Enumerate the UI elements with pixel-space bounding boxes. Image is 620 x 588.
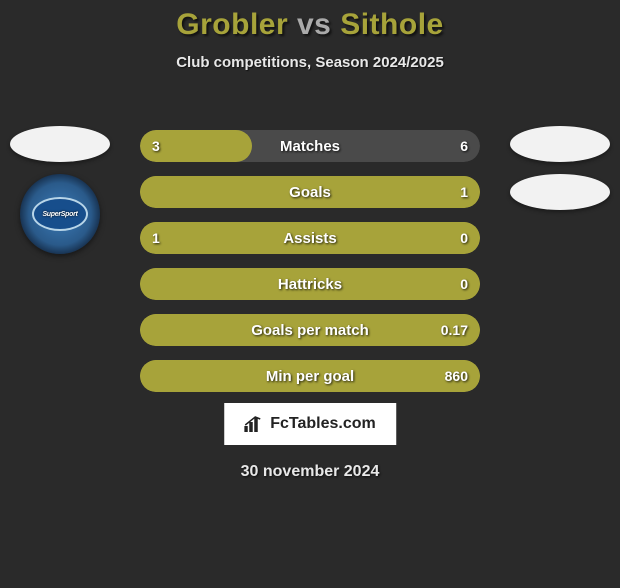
date-text: 30 november 2024 [0, 463, 620, 481]
stat-value-right: 860 [445, 360, 468, 392]
stat-row: 1Goals [140, 176, 480, 208]
subtitle: Club competitions, Season 2024/2025 [0, 54, 620, 71]
title-vs: vs [297, 8, 331, 41]
player2-country-badge [510, 126, 610, 162]
player1-name: Grobler [176, 8, 288, 41]
stat-value-left: 3 [152, 130, 160, 162]
stat-value-right: 0 [460, 222, 468, 254]
stat-fill-left [140, 314, 480, 346]
stat-value-right: 6 [460, 130, 468, 162]
comparison-card: Grobler vs Sithole Club competitions, Se… [0, 8, 620, 588]
footer-brand-badge[interactable]: FcTables.com [224, 403, 396, 445]
stat-row: 10Assists [140, 222, 480, 254]
stat-value-right: 0 [460, 268, 468, 300]
chart-icon [244, 416, 264, 432]
stat-value-left: 1 [152, 222, 160, 254]
stat-row: 36Matches [140, 130, 480, 162]
player2-name: Sithole [340, 8, 444, 41]
stat-fill-left [140, 222, 480, 254]
player2-club-badge [510, 174, 610, 210]
stat-row: 860Min per goal [140, 360, 480, 392]
footer-brand-text: FcTables.com [270, 415, 376, 433]
stat-row: 0Hattricks [140, 268, 480, 300]
left-badge-column: SuperSport [10, 126, 110, 254]
stats-list: 36Matches1Goals10Assists0Hattricks0.17Go… [140, 130, 480, 392]
stat-value-right: 0.17 [441, 314, 468, 346]
title: Grobler vs Sithole [0, 8, 620, 42]
stat-row: 0.17Goals per match [140, 314, 480, 346]
stat-fill-left [140, 360, 480, 392]
right-badge-column [510, 126, 610, 210]
stat-fill-left [140, 176, 480, 208]
stat-fill-left [140, 268, 480, 300]
player1-country-badge [10, 126, 110, 162]
player1-club-logo: SuperSport [20, 174, 100, 254]
club-logo-text: SuperSport [42, 211, 77, 218]
stat-value-right: 1 [460, 176, 468, 208]
